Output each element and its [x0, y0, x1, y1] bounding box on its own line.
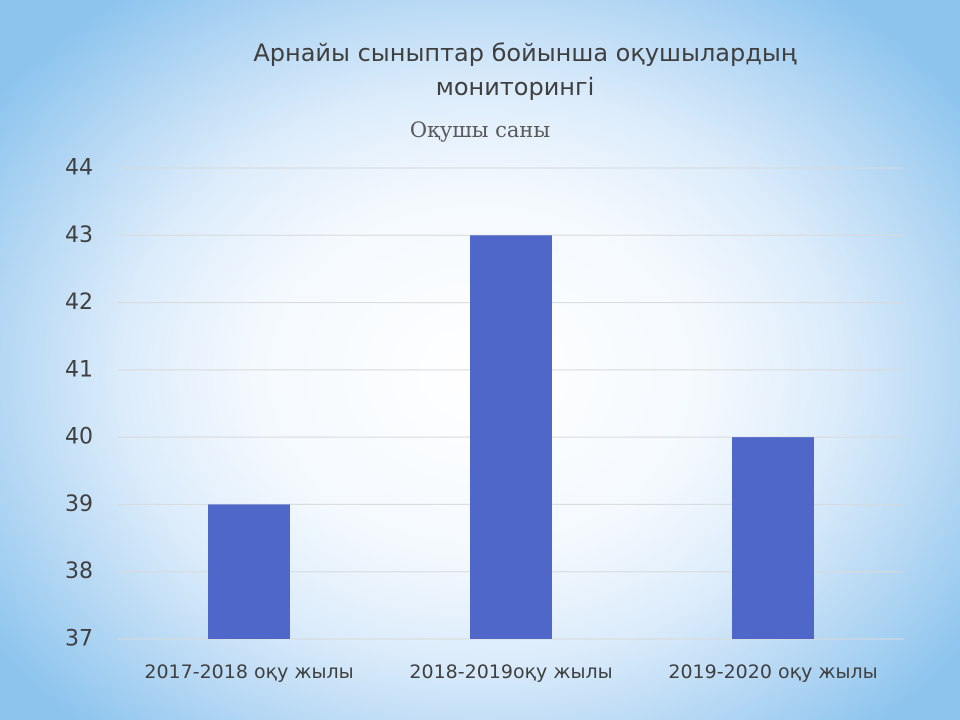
slide-title-line-2: мониторингі	[435, 73, 595, 101]
x-category-label-2: 2018-2019оқу жылы	[409, 661, 612, 683]
y-tick-label-39: 39	[65, 492, 93, 517]
chart-title: Оқушы саны	[409, 118, 551, 142]
bar-1	[208, 504, 290, 639]
slide-title-line-1: Арнайы сыныптар бойынша оқушылардың	[253, 39, 797, 67]
y-tick-label-40: 40	[65, 425, 93, 450]
y-axis-tick-labels: 37 38 39 40 41 42 43 44	[65, 156, 93, 652]
y-tick-label-44: 44	[65, 156, 93, 181]
y-tick-label-43: 43	[65, 223, 93, 248]
y-tick-label-37: 37	[65, 627, 93, 652]
x-axis-category-labels: 2017-2018 оқу жылы 2018-2019оқу жылы 2019-…	[144, 661, 877, 683]
bar-3	[732, 437, 814, 639]
x-category-label-1: 2017-2018 оқу жылы	[144, 661, 353, 683]
bar-2	[470, 235, 552, 640]
slide-title: Арнайы сыныптар бойынша оқушылардың мони…	[0, 36, 960, 104]
bars	[208, 235, 814, 640]
y-tick-label-42: 42	[65, 290, 93, 315]
x-category-label-3: 2019-2020 оқу жылы	[668, 661, 877, 683]
y-tick-label-38: 38	[65, 559, 93, 584]
y-tick-label-41: 41	[65, 357, 93, 382]
